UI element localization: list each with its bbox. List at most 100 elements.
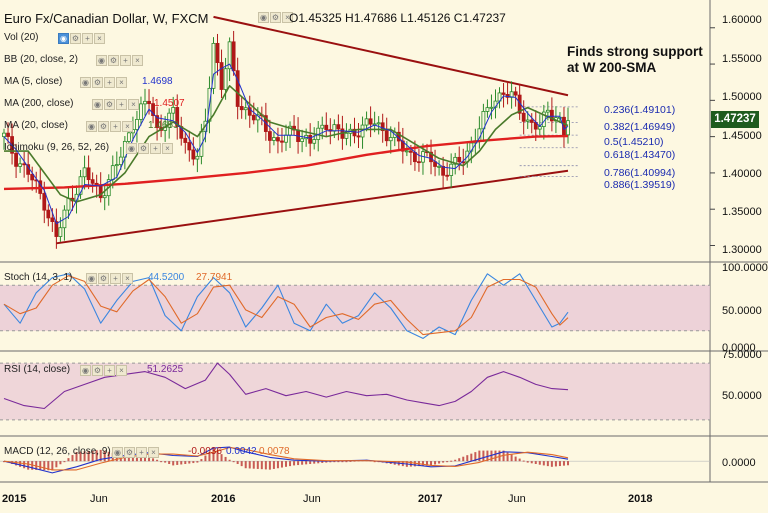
macd-histogram-bar — [39, 461, 42, 470]
close-icon[interactable]: × — [122, 273, 133, 284]
candle-body — [525, 119, 530, 122]
close-icon[interactable]: × — [148, 447, 159, 458]
stoch-d-line — [3, 275, 569, 336]
macd-histogram-bar — [430, 461, 433, 466]
macd-histogram-bar — [309, 461, 312, 464]
close-icon[interactable]: × — [116, 365, 127, 376]
close-icon[interactable]: × — [282, 12, 293, 23]
eye-icon[interactable]: ◉ — [92, 99, 103, 110]
macd-histogram-bar — [67, 458, 70, 462]
macd-histogram-bar — [184, 461, 187, 464]
candle-body — [364, 118, 369, 126]
macd-histogram-bar — [421, 461, 424, 466]
candle-body — [404, 150, 409, 153]
settings-icon[interactable]: ⚙ — [104, 99, 115, 110]
y-tick-1.60: 1.60000 — [722, 14, 762, 26]
eye-icon[interactable]: ◉ — [96, 55, 107, 66]
fib-label-0618: 0.618(1.43470) — [604, 149, 676, 161]
candle-body — [408, 150, 413, 153]
settings-icon[interactable]: ⚙ — [270, 12, 281, 23]
plus-icon[interactable]: + — [136, 447, 147, 458]
settings-icon[interactable]: ⚙ — [138, 143, 149, 154]
macd-signal-value: 0.0078 — [259, 446, 290, 457]
macd-histogram-bar — [333, 461, 336, 463]
eye-icon[interactable]: ◉ — [126, 143, 137, 154]
plus-icon[interactable]: + — [82, 33, 93, 44]
fib-label-0786: 0.786(1.40994) — [604, 167, 676, 179]
candle-body — [566, 120, 570, 136]
macd-histogram-bar — [450, 460, 453, 462]
macd-histogram-bar — [349, 460, 352, 462]
settings-icon[interactable]: ⚙ — [92, 77, 103, 88]
candle-body — [126, 132, 131, 142]
plus-icon[interactable]: + — [104, 77, 115, 88]
candle-body — [336, 124, 341, 130]
plus-icon[interactable]: + — [120, 55, 131, 66]
close-icon[interactable]: × — [132, 55, 143, 66]
macd-histogram-bar — [23, 461, 26, 469]
macd-histogram-bar — [454, 459, 457, 462]
macd-histogram-bar — [71, 455, 74, 462]
close-icon[interactable]: × — [162, 143, 173, 154]
settings-icon[interactable]: ⚙ — [124, 447, 135, 458]
rsi-value: 51.2625 — [147, 364, 184, 375]
stoch-band — [0, 285, 710, 331]
ma20-value: 1.4653 — [148, 120, 179, 131]
eye-icon[interactable]: ◉ — [58, 33, 69, 44]
macd-histogram-bar — [442, 461, 445, 463]
macd-histogram-bar — [79, 451, 82, 462]
close-icon[interactable]: × — [122, 121, 133, 132]
eye-icon[interactable]: ◉ — [86, 121, 97, 132]
settings-icon[interactable]: ⚙ — [92, 365, 103, 376]
last-price-tag: 1.47237 — [711, 111, 759, 128]
macd-histogram-bar — [438, 461, 441, 464]
macd-histogram-bar — [135, 456, 138, 462]
macd-histogram-bar — [276, 461, 279, 469]
eye-icon[interactable]: ◉ — [86, 273, 97, 284]
macd-histogram-bar — [19, 461, 22, 467]
macd-histogram-bar — [47, 461, 50, 471]
macd-histogram-bar — [264, 461, 267, 470]
settings-icon[interactable]: ⚙ — [98, 121, 109, 132]
candle-body — [219, 62, 224, 90]
candle-body — [46, 209, 51, 219]
eye-icon[interactable]: ◉ — [80, 77, 91, 88]
plus-icon[interactable]: + — [110, 121, 121, 132]
macd-label: MACD (12, 26, close, 9) — [4, 446, 111, 457]
fib-label-0886: 0.886(1.39519) — [604, 179, 676, 191]
settings-icon[interactable]: ⚙ — [98, 273, 109, 284]
macd-histogram-bar — [87, 450, 90, 462]
candle-body — [457, 156, 462, 163]
eye-icon[interactable]: ◉ — [258, 12, 269, 23]
plus-icon[interactable]: + — [116, 99, 127, 110]
close-icon[interactable]: × — [128, 99, 139, 110]
plus-icon[interactable]: + — [150, 143, 161, 154]
macd-histogram-bar — [228, 459, 231, 462]
macd-histogram-bar — [434, 461, 437, 465]
candle-body — [239, 106, 244, 111]
candle-body — [521, 112, 526, 122]
close-icon[interactable]: × — [94, 33, 105, 44]
macd-histogram-bar — [55, 461, 58, 468]
lower-trendline — [56, 169, 569, 245]
settings-icon[interactable]: ⚙ — [70, 33, 81, 44]
macd-histogram-bar — [63, 461, 66, 463]
macd-histogram-bar — [252, 461, 255, 469]
eye-icon[interactable]: ◉ — [112, 447, 123, 458]
ohlc-values: O1.45325 H1.47686 L1.45126 C1.47237 — [289, 11, 506, 25]
candle-body — [191, 149, 196, 160]
candle-body — [445, 174, 450, 177]
x-label-jun-2016: Jun — [303, 493, 321, 505]
plus-icon[interactable]: + — [110, 273, 121, 284]
candle-body — [429, 151, 433, 163]
eye-icon[interactable]: ◉ — [80, 365, 91, 376]
macd-histogram-bar — [208, 452, 211, 462]
candle-body — [54, 221, 59, 237]
plus-icon[interactable]: + — [104, 365, 115, 376]
macd-histogram-bar — [482, 450, 485, 462]
macd-histogram-bar — [554, 461, 557, 467]
close-icon[interactable]: × — [116, 77, 127, 88]
candle-body — [441, 165, 446, 176]
candle-body — [223, 68, 228, 90]
settings-icon[interactable]: ⚙ — [108, 55, 119, 66]
